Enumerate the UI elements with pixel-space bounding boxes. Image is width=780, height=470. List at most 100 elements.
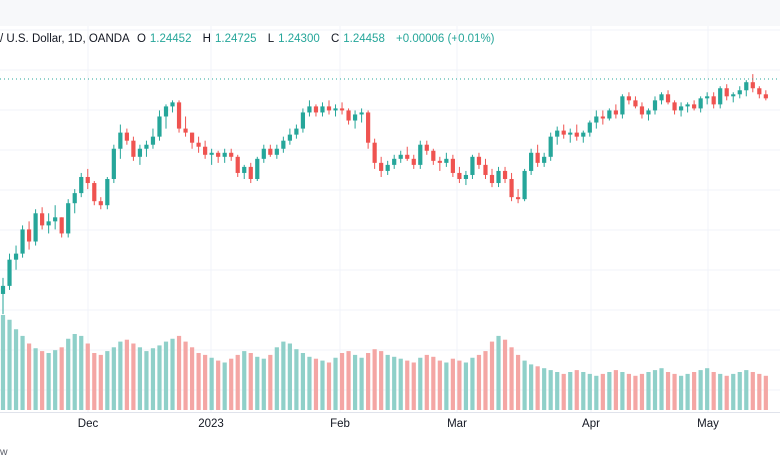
volume-bar bbox=[431, 356, 436, 410]
candle-body bbox=[724, 88, 729, 97]
price-chart[interactable] bbox=[0, 0, 780, 414]
volume-bar bbox=[307, 356, 312, 410]
volume-bar bbox=[157, 345, 162, 410]
high-value: 1.24725 bbox=[214, 33, 257, 45]
volume-bar bbox=[724, 375, 729, 410]
candle-body bbox=[346, 110, 351, 121]
volume-bar bbox=[209, 357, 214, 410]
candle-body bbox=[183, 128, 188, 133]
close-label: C bbox=[330, 33, 340, 45]
candle-body bbox=[7, 259, 12, 286]
candle-body bbox=[411, 158, 416, 165]
volume-bar bbox=[216, 360, 221, 410]
volume-bar bbox=[470, 357, 475, 410]
volume-bar bbox=[607, 372, 612, 410]
candle-body bbox=[731, 94, 736, 97]
candle-body bbox=[150, 136, 156, 145]
volume-bar bbox=[685, 373, 690, 410]
volume-bar bbox=[757, 373, 762, 410]
volume-bar bbox=[105, 351, 110, 410]
candle-body bbox=[72, 193, 77, 204]
volume-bar bbox=[85, 343, 90, 410]
candle-body bbox=[392, 158, 397, 165]
x-tick-label: Dec bbox=[77, 418, 99, 430]
volume-bar bbox=[294, 349, 299, 410]
volume-bar bbox=[111, 347, 116, 410]
candle-body bbox=[718, 88, 723, 105]
candle-body bbox=[431, 150, 436, 161]
candle-body bbox=[20, 229, 25, 254]
volume-bar bbox=[737, 372, 742, 410]
candle-body bbox=[372, 142, 377, 163]
candle-body bbox=[483, 164, 488, 175]
candle-body bbox=[313, 106, 319, 113]
volume-bars bbox=[0, 315, 768, 410]
volume-bar bbox=[587, 373, 592, 410]
candle-body bbox=[763, 94, 768, 99]
volume-bar bbox=[46, 353, 51, 410]
volume-bar bbox=[196, 353, 201, 410]
candle-body bbox=[189, 132, 195, 143]
volume-bar bbox=[718, 373, 723, 410]
candle-body bbox=[698, 98, 703, 109]
candle-body bbox=[53, 217, 58, 222]
volume-bar bbox=[444, 362, 449, 410]
candle-body bbox=[757, 88, 762, 95]
volume-bar bbox=[66, 338, 71, 410]
volume-bar bbox=[639, 373, 645, 410]
candle-body bbox=[744, 82, 749, 91]
candle-body bbox=[496, 170, 501, 184]
volume-bar bbox=[750, 372, 755, 410]
volume-bar bbox=[529, 364, 534, 410]
candle-body bbox=[561, 130, 566, 135]
candle-body bbox=[157, 116, 162, 137]
volume-bar bbox=[437, 360, 442, 410]
volume-bar bbox=[665, 372, 671, 410]
candle-body bbox=[366, 112, 371, 143]
candle-body bbox=[229, 152, 234, 157]
volume-bar bbox=[163, 341, 169, 410]
candle-body bbox=[92, 183, 97, 202]
candle-body bbox=[144, 144, 149, 149]
candle-body bbox=[633, 100, 638, 107]
volume-bar bbox=[326, 362, 332, 410]
volume-bar bbox=[359, 357, 364, 410]
volume-bar bbox=[229, 358, 234, 410]
candle-body bbox=[574, 132, 579, 137]
candle-body bbox=[379, 162, 384, 171]
candle-body bbox=[476, 156, 482, 165]
volume-bar bbox=[183, 341, 188, 410]
candle-body bbox=[85, 176, 90, 184]
candle-body bbox=[222, 152, 227, 157]
candle-body bbox=[620, 96, 625, 115]
candle-body bbox=[326, 106, 332, 111]
candle-body bbox=[463, 174, 469, 179]
volume-bar bbox=[496, 335, 501, 410]
candle-body bbox=[737, 90, 742, 95]
volume-bar bbox=[131, 343, 136, 410]
candlesticks bbox=[0, 74, 768, 315]
volume-bar bbox=[705, 368, 710, 410]
candle-body bbox=[555, 130, 560, 137]
volume-bar bbox=[137, 347, 143, 410]
volume-bar bbox=[509, 347, 514, 410]
brand-fragment: w bbox=[0, 446, 8, 458]
volume-bar bbox=[392, 356, 397, 410]
candle-body bbox=[665, 94, 671, 103]
volume-bar bbox=[633, 375, 638, 410]
volume-bar bbox=[53, 350, 58, 410]
volume-bar bbox=[457, 360, 462, 410]
volume-bar bbox=[489, 341, 495, 410]
candle-body bbox=[209, 152, 214, 155]
volume-bar bbox=[379, 351, 384, 410]
volume-bar bbox=[222, 362, 227, 410]
volume-bar bbox=[574, 370, 579, 410]
volume-bar bbox=[646, 372, 651, 410]
volume-bar bbox=[92, 353, 97, 410]
volume-bar bbox=[339, 353, 345, 410]
volume-bar bbox=[613, 370, 618, 410]
candle-body bbox=[261, 148, 266, 159]
volume-bar bbox=[548, 370, 553, 410]
volume-bar bbox=[72, 334, 77, 410]
volume-bar bbox=[300, 353, 306, 410]
